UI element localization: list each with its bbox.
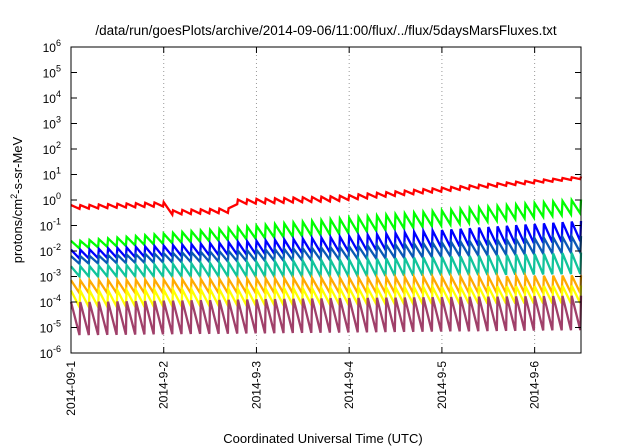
y-tick-label: 100 bbox=[43, 191, 61, 208]
x-axis: 2014-09-1 2014-9-2 2014-9-3 2014-9-4 2014-9-… bbox=[64, 47, 542, 416]
series-line bbox=[69, 295, 583, 336]
y-tick-label: 10-4 bbox=[40, 293, 61, 310]
y-tick-label: 104 bbox=[43, 89, 61, 106]
y-axis-label: protons/cm2-s-sr-MeV bbox=[9, 136, 25, 263]
y-tick-label: 10-6 bbox=[40, 344, 61, 361]
y-tick-label: 10-3 bbox=[40, 268, 61, 285]
y-tick-label: 106 bbox=[43, 38, 61, 55]
x-tick-label: 2014-9-2 bbox=[157, 361, 171, 409]
chart-title: /data/run/goesPlots/archive/2014-09-06/1… bbox=[95, 23, 556, 38]
x-tick-label: 2014-9-6 bbox=[528, 361, 542, 409]
y-tick-label: 103 bbox=[43, 115, 61, 132]
x-axis-label: Coordinated Universal Time (UTC) bbox=[223, 431, 422, 446]
series-line bbox=[70, 175, 583, 218]
series-line bbox=[70, 271, 583, 298]
y-tick-label: 10-2 bbox=[40, 242, 61, 259]
y-tick-label: 10-5 bbox=[40, 319, 61, 336]
x-tick-label: 2014-9-5 bbox=[435, 361, 449, 409]
x-tick-label: 2014-9-4 bbox=[342, 361, 356, 409]
y-tick-label: 102 bbox=[43, 140, 61, 157]
series-group bbox=[69, 175, 583, 336]
x-tick-label: 2014-9-3 bbox=[249, 361, 263, 409]
y-tick-label: 101 bbox=[43, 166, 61, 183]
y-axis: 10-6 10-5 10-4 10-3 10-2 10-1 100 101 102 103 104 1… bbox=[40, 38, 581, 361]
y-tick-label: 105 bbox=[43, 64, 61, 81]
y-tick-label: 10-1 bbox=[40, 217, 61, 234]
x-tick-label: 2014-09-1 bbox=[64, 361, 78, 416]
